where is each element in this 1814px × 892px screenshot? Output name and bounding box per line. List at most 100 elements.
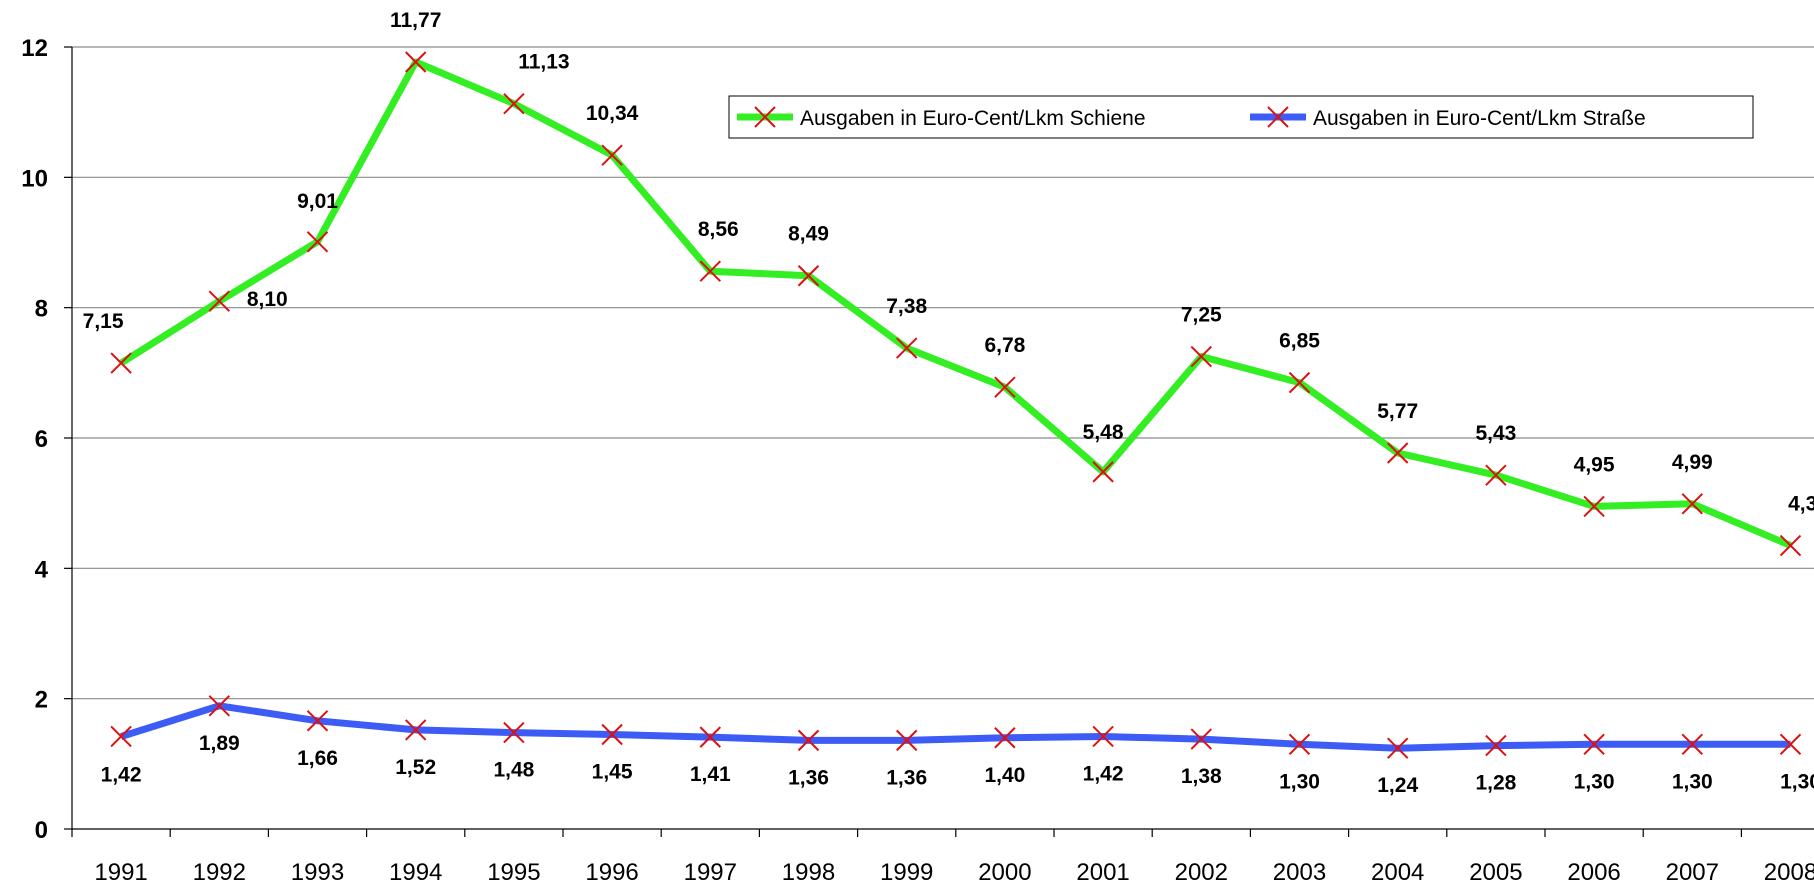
legend-label-schiene: Ausgaben in Euro-Cent/Lkm Schiene bbox=[800, 107, 1146, 130]
marker-stroke bbox=[994, 376, 1016, 398]
data-label: 10,34 bbox=[586, 102, 639, 125]
data-point bbox=[1681, 733, 1704, 755]
data-point bbox=[1681, 493, 1704, 515]
data-label: 11,13 bbox=[518, 51, 569, 74]
data-point bbox=[699, 726, 722, 748]
data-point bbox=[1092, 725, 1114, 748]
marker-stroke bbox=[797, 265, 820, 287]
data-label: 1,36 bbox=[886, 766, 927, 789]
marker-stroke bbox=[503, 92, 525, 115]
data-point bbox=[1583, 733, 1605, 755]
marker-stroke bbox=[1485, 734, 1507, 757]
data-label: 6,78 bbox=[984, 334, 1025, 357]
data-label: 4,95 bbox=[1574, 453, 1615, 476]
marker-stroke bbox=[404, 719, 427, 741]
data-point bbox=[110, 725, 132, 748]
x-tick-label: 1995 bbox=[487, 859, 540, 886]
marker-stroke bbox=[1386, 442, 1409, 464]
data-label: 1,30 bbox=[1780, 770, 1814, 793]
data-label: 4,35 bbox=[1788, 493, 1814, 516]
data-label: 8,49 bbox=[788, 223, 829, 246]
data-point bbox=[1288, 733, 1311, 755]
y-tick-label: 8 bbox=[35, 296, 48, 323]
marker-stroke bbox=[1190, 728, 1213, 750]
data-point bbox=[1092, 461, 1114, 483]
marker-stroke bbox=[601, 723, 623, 746]
data-point bbox=[1288, 371, 1311, 394]
marker-stroke bbox=[994, 727, 1016, 749]
y-tick-label: 10 bbox=[21, 165, 48, 192]
data-point bbox=[306, 231, 329, 253]
data-point bbox=[797, 729, 820, 752]
axes: 0 2 4 6 8 10 12 1991 1992 1993 1994 1995 1996 1997 199… bbox=[21, 35, 1814, 886]
legend-marker-schiene bbox=[754, 106, 776, 128]
data-label: 7,38 bbox=[886, 295, 927, 318]
marker-stroke bbox=[1485, 464, 1507, 486]
data-point bbox=[208, 290, 231, 312]
x-tick-label: 2004 bbox=[1371, 859, 1424, 886]
data-label: 9,01 bbox=[297, 190, 338, 213]
data-point bbox=[1779, 733, 1802, 755]
data-label: 11,77 bbox=[390, 9, 441, 32]
data-label: 1,30 bbox=[1279, 770, 1320, 793]
marker-stroke bbox=[1681, 493, 1704, 515]
data-point bbox=[895, 337, 918, 359]
marker-stroke bbox=[1779, 733, 1802, 755]
y-tick-label: 12 bbox=[21, 35, 48, 62]
data-point bbox=[1485, 734, 1507, 757]
marker-stroke bbox=[1779, 534, 1802, 557]
marker-stroke bbox=[110, 352, 132, 374]
legend-marker-strasse bbox=[1267, 106, 1289, 128]
marker-stroke bbox=[110, 725, 132, 748]
marker-stroke bbox=[1288, 371, 1311, 394]
data-label: 1,42 bbox=[1083, 762, 1124, 785]
y-tick-label: 4 bbox=[35, 556, 49, 583]
data-labels: 7,15 8,10 9,01 11,77 11,13 10,34 8,56 8,49 7,38 6… bbox=[83, 9, 1814, 797]
data-label: 8,56 bbox=[698, 218, 739, 241]
data-point bbox=[994, 376, 1016, 398]
y-tick-label: 6 bbox=[35, 426, 48, 453]
data-label: 1,30 bbox=[1574, 770, 1615, 793]
marker-stroke bbox=[601, 144, 623, 166]
x-tick-label: 2003 bbox=[1273, 859, 1326, 886]
marker-stroke bbox=[895, 729, 918, 752]
data-label: 5,77 bbox=[1377, 400, 1418, 423]
data-label: 1,36 bbox=[788, 766, 829, 789]
gridlines bbox=[72, 46, 1814, 700]
legend-label-strasse: Ausgaben in Euro-Cent/Lkm Straße bbox=[1313, 107, 1646, 130]
x-tick-label: 2002 bbox=[1175, 859, 1228, 886]
data-label: 1,48 bbox=[493, 759, 534, 782]
legend: Ausgaben in Euro-Cent/Lkm Schiene Ausgab… bbox=[728, 95, 1754, 139]
series-line bbox=[119, 58, 1792, 549]
series-line bbox=[120, 702, 1791, 752]
data-label: 1,89 bbox=[199, 732, 240, 755]
data-label: 1,24 bbox=[1377, 774, 1418, 797]
marker-stroke bbox=[503, 721, 525, 744]
data-point bbox=[404, 719, 427, 741]
marker-stroke bbox=[797, 729, 820, 752]
data-point bbox=[601, 144, 623, 166]
data-label: 6,85 bbox=[1279, 330, 1320, 353]
x-tick-label: 1991 bbox=[94, 859, 147, 886]
marker-stroke bbox=[1092, 725, 1114, 748]
data-point bbox=[601, 723, 623, 746]
data-point bbox=[1190, 345, 1213, 368]
data-label: 1,38 bbox=[1181, 765, 1222, 788]
x-tick-label: 2006 bbox=[1567, 859, 1620, 886]
marker-stroke bbox=[1681, 733, 1704, 755]
data-label: 7,15 bbox=[83, 310, 124, 333]
marker-stroke bbox=[1190, 345, 1213, 368]
marker-stroke bbox=[699, 260, 722, 282]
data-point bbox=[306, 710, 329, 732]
marker-stroke bbox=[208, 695, 231, 717]
data-label: 4,99 bbox=[1672, 451, 1713, 474]
data-label: 5,43 bbox=[1475, 422, 1516, 445]
marker-stroke bbox=[1288, 733, 1311, 755]
data-point bbox=[699, 260, 722, 282]
data-point bbox=[797, 265, 820, 287]
x-tick-label: 1998 bbox=[782, 859, 835, 886]
marker-stroke bbox=[1583, 495, 1605, 518]
marker-stroke bbox=[1583, 733, 1605, 755]
data-point bbox=[1386, 442, 1409, 464]
data-label: 1,66 bbox=[297, 747, 338, 770]
